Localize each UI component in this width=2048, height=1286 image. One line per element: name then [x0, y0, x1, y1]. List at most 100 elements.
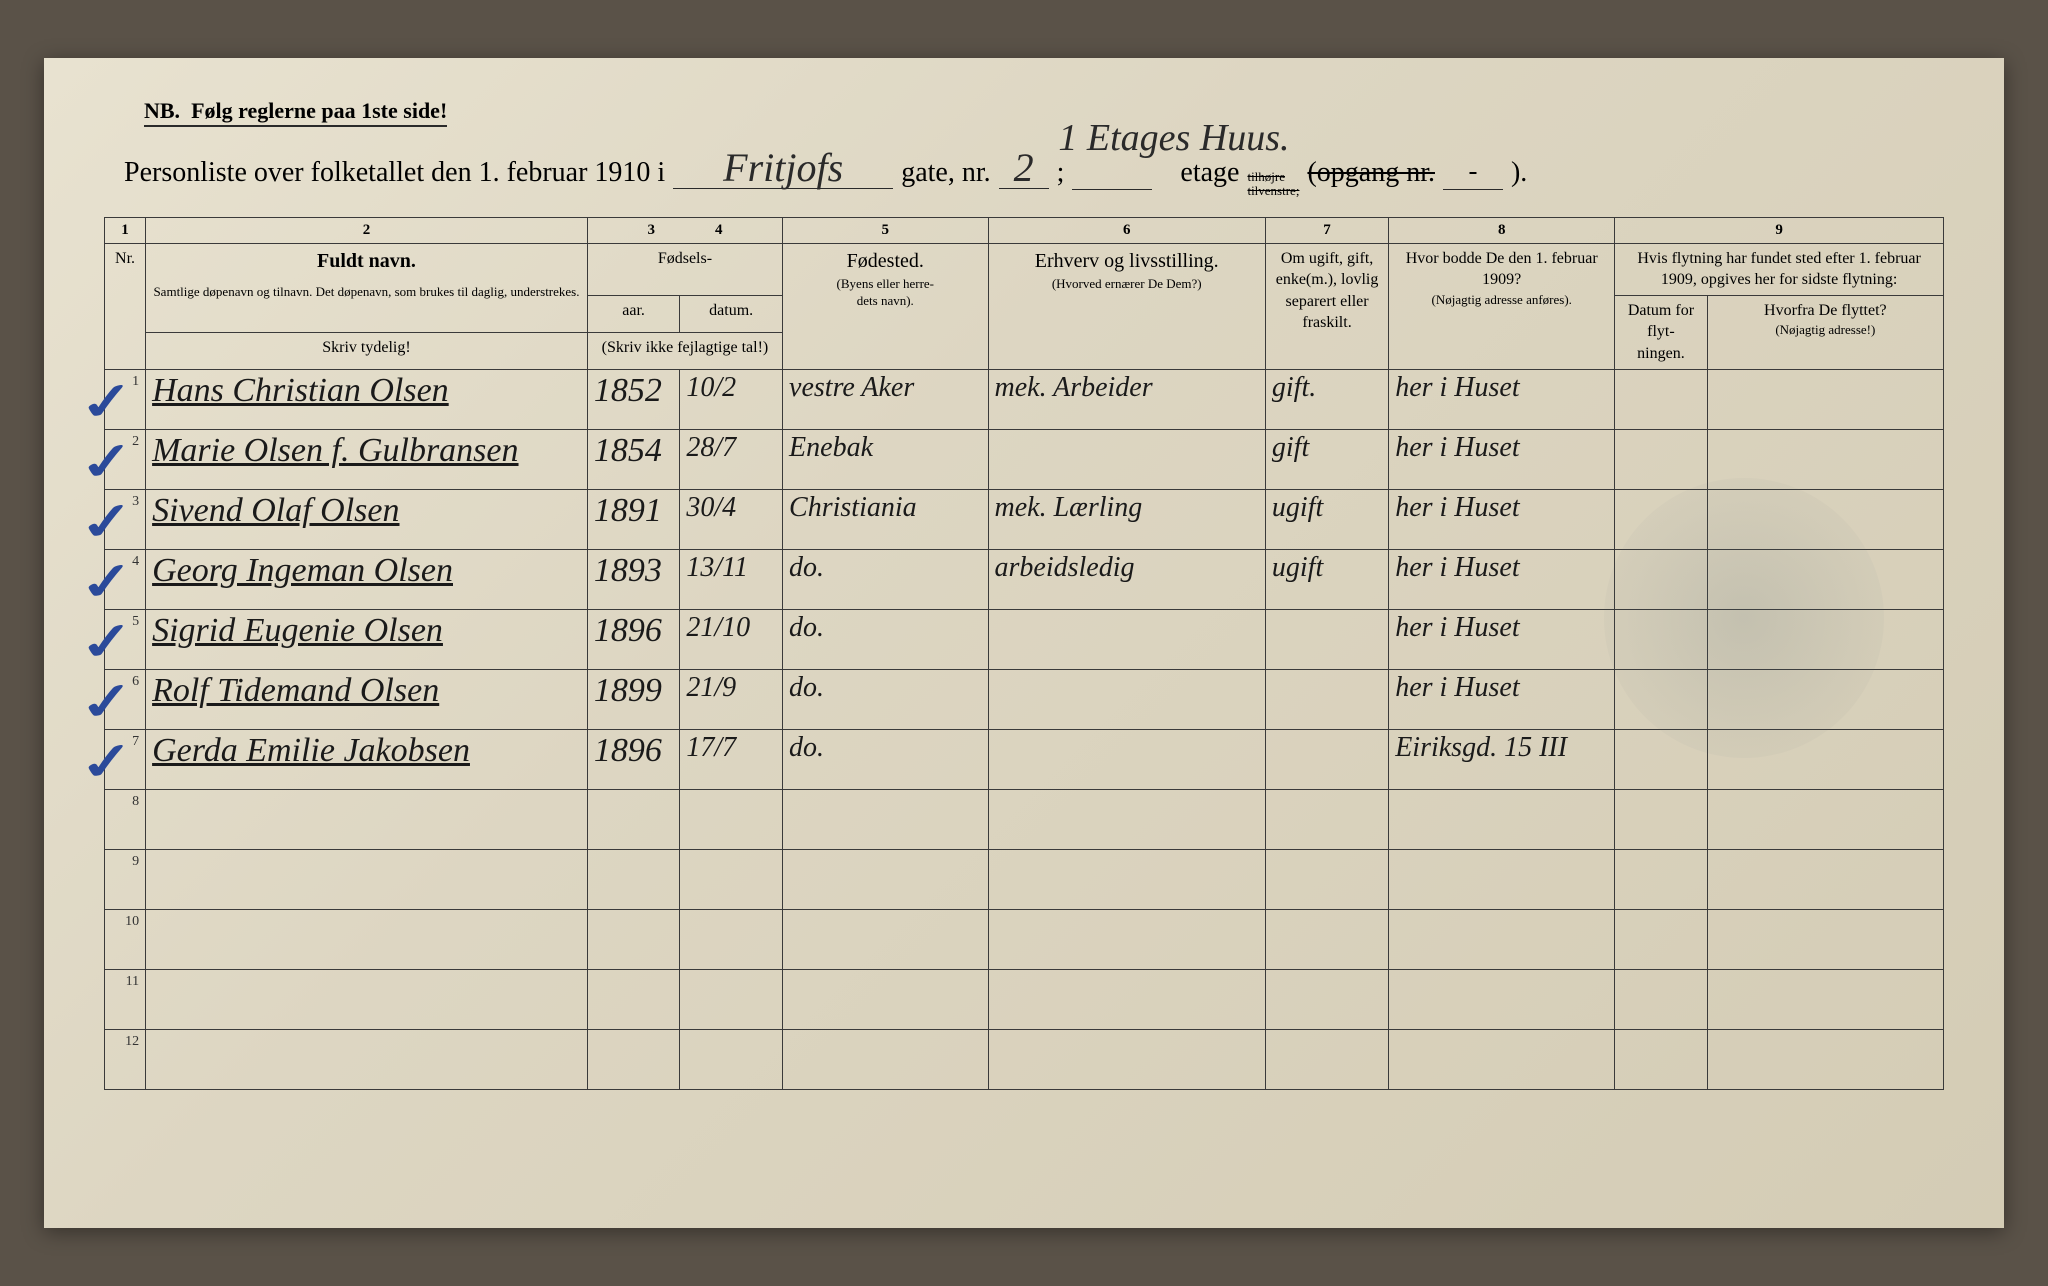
tilvenstre: tilvenstre;: [1247, 184, 1299, 198]
header-name-hint: Skriv tydelig!: [146, 332, 588, 369]
cell-birthplace: vestre Aker: [783, 369, 988, 429]
header-nr: Nr.: [105, 243, 146, 369]
cell-marital: [1265, 609, 1388, 669]
opgang-label: (opgang nr.: [1307, 157, 1435, 189]
header-birth-year: aar.: [587, 295, 679, 332]
cell-name: Sivend Olaf Olsen: [146, 489, 588, 549]
gate-nr-handwritten: 2: [999, 148, 1049, 189]
checkmark-icon: ✓: [75, 670, 139, 733]
cell-birthplace: [783, 849, 988, 909]
cell-birthplace: [783, 789, 988, 849]
gate-label: gate, nr.: [901, 157, 990, 189]
cell-move-from: [1707, 789, 1943, 849]
cell-move-date: [1615, 969, 1707, 1029]
cell-marital-text: gift: [1272, 432, 1309, 463]
title-row: Personliste over folketallet den 1. febr…: [124, 148, 1944, 199]
cell-residence: [1389, 969, 1615, 1029]
row-number: 2✓: [105, 429, 146, 489]
cell-residence-text: Eiriksgd. 15 III: [1395, 732, 1567, 763]
cell-birth-date-text: 21/10: [686, 612, 750, 643]
checkmark-icon: ✓: [75, 610, 139, 673]
tilhojre: tilhøjre: [1247, 170, 1299, 184]
cell-birthplace: [783, 969, 988, 1029]
semicolon: ;: [1057, 157, 1065, 189]
cell-birth-year: [587, 849, 679, 909]
cell-birth-date: 13/11: [680, 549, 783, 609]
cell-name: Hans Christian Olsen: [146, 369, 588, 429]
cell-move-from: [1707, 369, 1943, 429]
cell-birthplace-text: vestre Aker: [789, 372, 914, 403]
cell-residence: [1389, 849, 1615, 909]
header-birth-group: Fødsels-: [587, 243, 782, 295]
row-number: 12: [105, 1029, 146, 1089]
checkmark-icon: ✓: [75, 550, 139, 613]
cell-birth-date: [680, 849, 783, 909]
cell-name-text: Hans Christian Olsen: [152, 372, 449, 409]
cell-birth-year-text: 1891: [594, 492, 662, 529]
cell-birth-year-text: 1896: [594, 732, 662, 769]
cell-name-text: Rolf Tidemand Olsen: [152, 672, 439, 709]
cell-marital: ugift: [1265, 549, 1388, 609]
cell-occupation: arbeidsledig: [988, 549, 1265, 609]
cell-marital: [1265, 789, 1388, 849]
cell-marital: [1265, 909, 1388, 969]
cell-marital: [1265, 729, 1388, 789]
cell-residence: [1389, 909, 1615, 969]
table-row: 11: [105, 969, 1944, 1029]
row-number: 4✓: [105, 549, 146, 609]
cell-name-text: Marie Olsen f. Gulbransen: [152, 432, 518, 469]
cell-marital: gift.: [1265, 369, 1388, 429]
checkmark-icon: ✓: [75, 490, 139, 553]
street-handwritten: Fritjofs: [673, 148, 893, 189]
colnum-1: 1: [105, 217, 146, 243]
cell-birth-date: 17/7: [680, 729, 783, 789]
cell-birth-year-text: 1852: [594, 372, 662, 409]
cell-birth-date: [680, 909, 783, 969]
colnum-3-4: 3 4: [587, 217, 782, 243]
cell-birthplace-text: do.: [789, 732, 824, 763]
header-birth-date: datum.: [680, 295, 783, 332]
cell-occupation: [988, 969, 1265, 1029]
cell-birthplace: [783, 1029, 988, 1089]
cell-birth-date: 21/9: [680, 669, 783, 729]
cell-residence-text: her i Huset: [1395, 432, 1519, 463]
cell-birth-year: [587, 1029, 679, 1089]
cell-residence: [1389, 1029, 1615, 1089]
table-row: 9: [105, 849, 1944, 909]
row-number: 1✓: [105, 369, 146, 429]
cell-move-date: [1615, 369, 1707, 429]
header-marital: Om ugift, gift, enke(m.), lovlig separer…: [1265, 243, 1388, 369]
row-number: 10: [105, 909, 146, 969]
cell-residence: her i Huset: [1389, 609, 1615, 669]
cell-marital-text: gift.: [1272, 372, 1316, 403]
cell-birth-date: [680, 1029, 783, 1089]
cell-name-text: Georg Ingeman Olsen: [152, 552, 453, 589]
cell-move-from: [1707, 969, 1943, 1029]
cell-marital: [1265, 849, 1388, 909]
cell-birth-year: [587, 789, 679, 849]
cell-move-from: [1707, 849, 1943, 909]
cell-residence: Eiriksgd. 15 III: [1389, 729, 1615, 789]
row-number: 3✓: [105, 489, 146, 549]
header-name: Fuldt navn. Samtlige døpenavn og tilnavn…: [146, 243, 588, 332]
cell-move-date: [1615, 429, 1707, 489]
cell-move-date: [1615, 789, 1707, 849]
etage-handwritten: 1 Etages Huus.: [1052, 119, 1295, 157]
row-number: 8: [105, 789, 146, 849]
cell-marital: [1265, 669, 1388, 729]
cell-marital-text: ugift: [1272, 552, 1323, 583]
cell-birth-year: 1899: [587, 669, 679, 729]
cell-residence-text: her i Huset: [1395, 552, 1519, 583]
cell-birth-date-text: 13/11: [686, 552, 748, 583]
cell-residence-text: her i Huset: [1395, 492, 1519, 523]
cell-birth-date-text: 21/9: [686, 672, 736, 703]
cell-marital: [1265, 969, 1388, 1029]
cell-birthplace: Enebak: [783, 429, 988, 489]
row-number: 6✓: [105, 669, 146, 729]
header-residence: Hvor bodde De den 1. februar 1909? (Nøja…: [1389, 243, 1615, 369]
cell-occupation: [988, 669, 1265, 729]
cell-residence: her i Huset: [1389, 549, 1615, 609]
cell-residence-text: her i Huset: [1395, 372, 1519, 403]
cell-move-date: [1615, 1029, 1707, 1089]
header-occupation: Erhverv og livsstilling. (Hvorved ernære…: [988, 243, 1265, 369]
